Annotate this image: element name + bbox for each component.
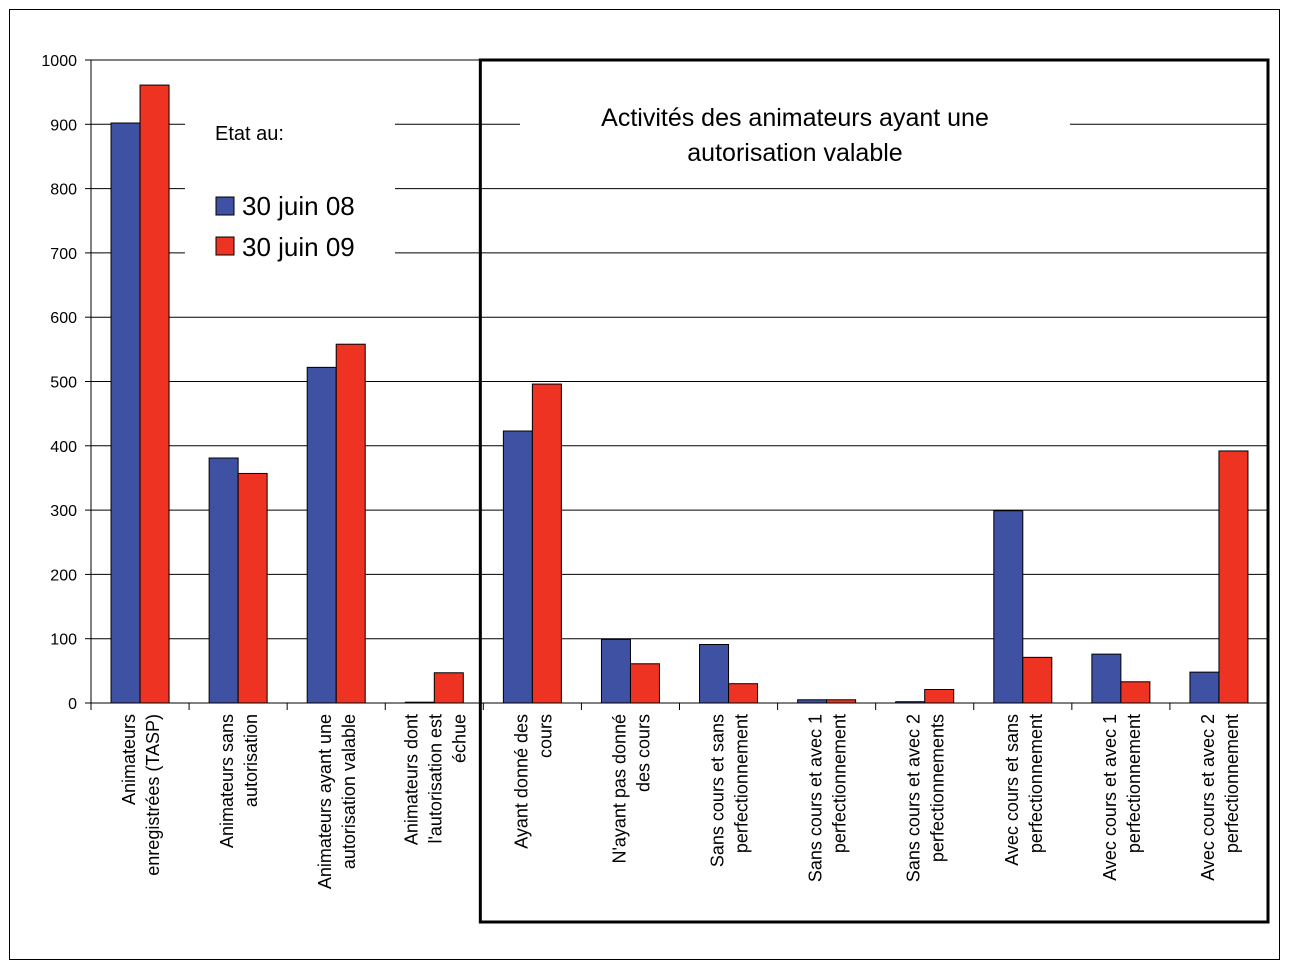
x-tick-label-4-line-0: Ayant donné des <box>511 714 531 849</box>
bar-series1-cat8 <box>924 688 955 704</box>
bar-series0-cat6 <box>699 643 730 704</box>
bar-series0-cat1 <box>208 457 239 704</box>
y-tick-label-0: 0 <box>68 696 77 713</box>
bar-series0-cat0 <box>110 122 141 704</box>
y-tick-label-400: 400 <box>50 439 77 456</box>
bar-series1-cat4 <box>531 383 562 704</box>
legend-swatch-0 <box>215 196 235 216</box>
x-tick-label-1-line-1: autorisation <box>241 714 261 807</box>
legend-label-0: 30 juin 08 <box>242 191 355 221</box>
bar-series1-cat3 <box>433 672 464 704</box>
x-tick-label-10-line-1: perfectionnement <box>1124 714 1144 853</box>
annotation-box <box>478 58 1270 924</box>
y-tick-label-800: 800 <box>50 182 77 199</box>
bar-series1-cat10 <box>1120 681 1151 704</box>
y-tick-label-600: 600 <box>50 310 77 327</box>
x-tick-label-3-line-2: échue <box>449 714 469 763</box>
x-tick-label-7-line-1: perfectionnement <box>830 714 850 853</box>
x-tick-label-10-line-0: Avec cours et avec 1 <box>1100 714 1120 881</box>
bar-series0-cat11 <box>1189 671 1220 704</box>
x-tick-label-8-line-1: perfectionnements <box>928 714 948 862</box>
y-tick-label-100: 100 <box>50 632 77 649</box>
y-tick-label-300: 300 <box>50 503 77 520</box>
bar-series1-cat2 <box>335 343 366 704</box>
annotation-line-2: autorisation valable <box>687 139 902 167</box>
annotation-line-1: Activités des animateurs ayant une <box>601 104 989 132</box>
y-tick-label-1000: 1000 <box>41 53 77 70</box>
x-tick-label-11-line-0: Avec cours et avec 2 <box>1198 714 1218 881</box>
x-tick-label-9-line-1: perfectionnement <box>1026 714 1046 853</box>
legend-swatch-1 <box>215 236 235 256</box>
chart-frame <box>9 9 1280 960</box>
bar-series1-cat1 <box>237 472 268 704</box>
x-tick-label-2-line-1: autorisation valable <box>339 714 359 869</box>
bar-series0-cat4 <box>502 430 533 704</box>
x-tick-label-4-line-1: cours <box>535 714 555 758</box>
bar-series0-cat2 <box>306 366 337 704</box>
x-tick-label-3-line-1: l'autorisation est <box>425 714 445 844</box>
x-tick-label-1-line-0: Animateurs sans <box>217 714 237 848</box>
x-tick-label-2-line-0: Animateurs ayant une <box>315 714 335 889</box>
x-tick-label-5-line-1: des cours <box>633 714 653 792</box>
x-tick-label-6-line-0: Sans cours et sans <box>708 714 728 867</box>
y-tick-label-500: 500 <box>50 375 77 392</box>
y-tick-label-900: 900 <box>50 117 77 134</box>
bar-series0-cat10 <box>1091 653 1122 704</box>
bar-series1-cat9 <box>1022 656 1053 704</box>
y-tick-label-200: 200 <box>50 567 77 584</box>
y-tick-label-700: 700 <box>50 246 77 263</box>
x-tick-label-0-line-0: Animateurs <box>119 714 139 805</box>
annotation-background <box>520 92 1070 174</box>
legend-label-1: 30 juin 09 <box>242 232 355 262</box>
x-tick-label-7-line-0: Sans cours et avec 1 <box>806 714 826 882</box>
bar-series1-cat5 <box>629 663 660 704</box>
bar-series1-cat0 <box>139 84 170 704</box>
bar-series1-cat6 <box>728 683 759 704</box>
bar-series1-cat11 <box>1218 450 1249 704</box>
x-tick-label-9-line-0: Avec cours et sans <box>1002 714 1022 866</box>
bar-series0-cat9 <box>993 510 1024 704</box>
x-tick-label-11-line-1: perfectionnement <box>1222 714 1242 853</box>
x-tick-label-5-line-0: N'ayant pas donné <box>609 714 629 864</box>
x-tick-label-6-line-1: perfectionnement <box>732 714 752 853</box>
legend-title: Etat au: <box>215 123 284 145</box>
x-tick-label-0-line-1: enregistrées (TASP) <box>143 714 163 876</box>
x-tick-label-8-line-0: Sans cours et avec 2 <box>904 714 924 882</box>
x-tick-label-3-line-0: Animateurs dont <box>401 714 421 845</box>
bar-series0-cat5 <box>600 638 631 704</box>
